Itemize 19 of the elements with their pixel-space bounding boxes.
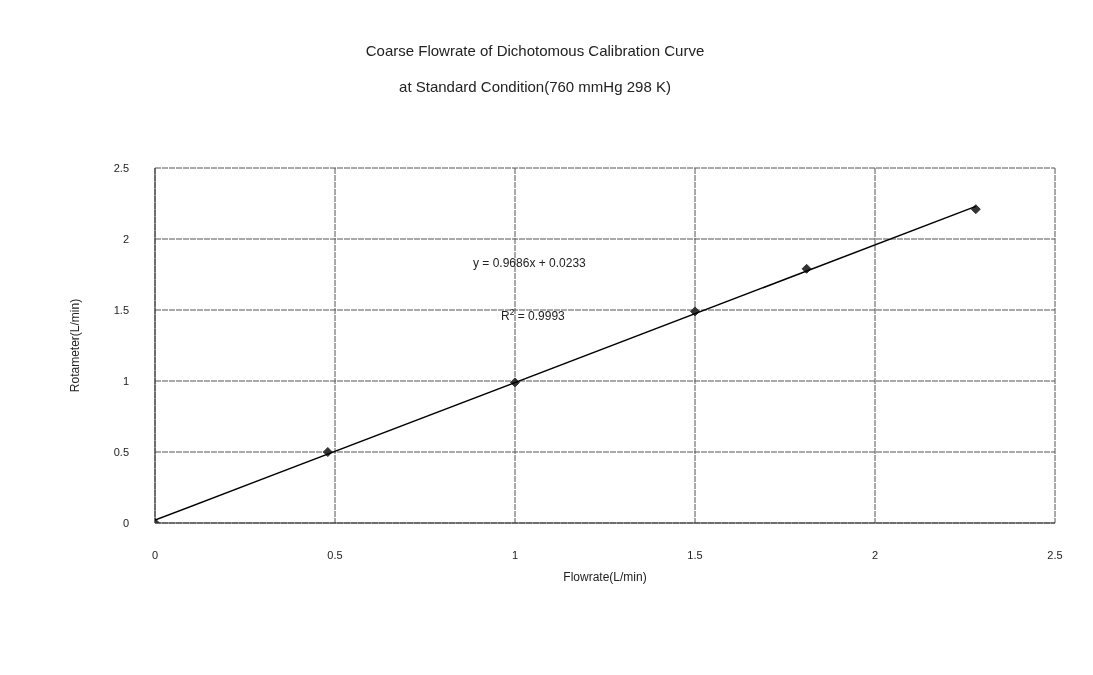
x-tick-label: 2: [871, 548, 879, 561]
chart-subtitle: at Standard Condition(760 mmHg 298 K): [399, 78, 671, 95]
x-axis-title: Flowrate(L/min): [563, 570, 647, 584]
x-tick-label: 0: [151, 548, 159, 561]
y-axis-title: Rotameter(L/min): [68, 298, 83, 393]
annotation: R$^{2}$ = 0.9993: [501, 307, 566, 324]
x-tick-label: 2.5: [1047, 548, 1063, 561]
y-tick-label: 1: [122, 374, 129, 387]
y-tick-label: 0: [122, 516, 129, 529]
y-tick-label: 0.5: [113, 445, 129, 458]
point: [970, 204, 981, 215]
x-tick-label: 0.5: [327, 548, 343, 561]
y-tick-label: 1.5: [113, 303, 129, 316]
y-tick-label: 2: [122, 232, 129, 245]
chart-title: Coarse Flowrate of Dichotomous Calibration Curve: [365, 42, 705, 59]
x-tick-label: 1.5: [687, 548, 703, 561]
y-tick-label: 2.5: [113, 161, 129, 174]
annotation: y = 0.9686x + 0.0233: [473, 255, 587, 270]
x-tick-label: 1: [511, 548, 519, 561]
